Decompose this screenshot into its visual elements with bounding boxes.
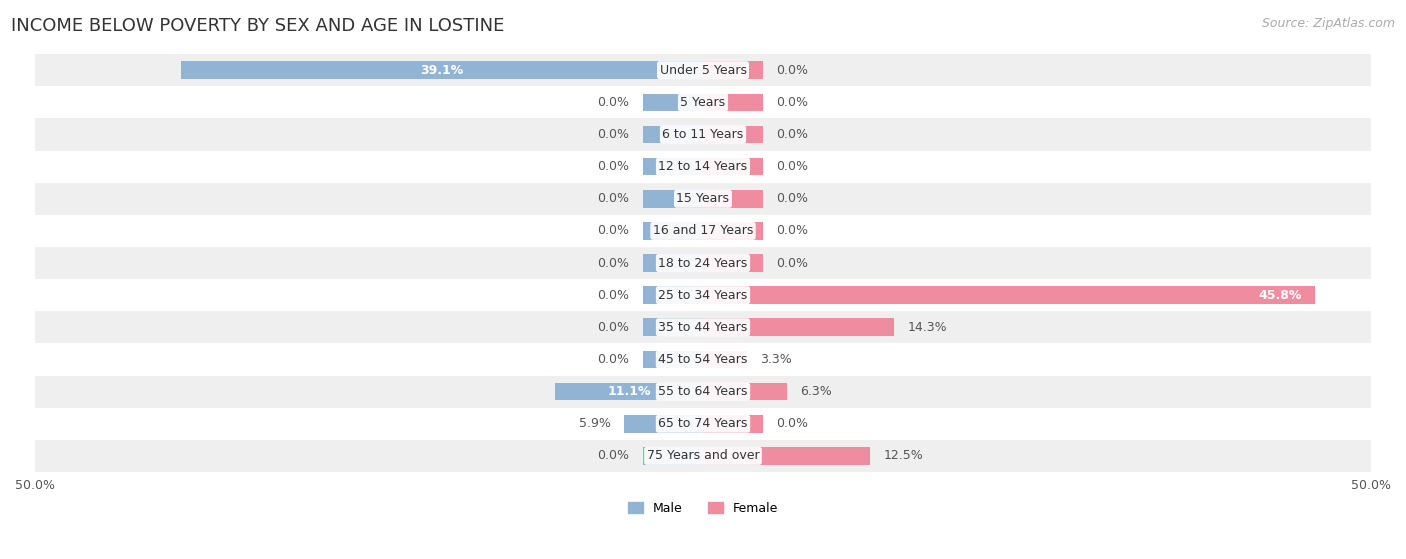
Bar	[0, 247, 1406, 279]
Text: 65 to 74 Years: 65 to 74 Years	[658, 417, 748, 430]
Text: 0.0%: 0.0%	[598, 224, 630, 238]
Bar	[643, 126, 703, 143]
Bar	[0, 376, 1406, 408]
Bar	[703, 286, 1315, 304]
Text: Under 5 Years: Under 5 Years	[659, 64, 747, 77]
Bar	[0, 343, 1406, 376]
Bar	[643, 350, 703, 368]
Bar	[703, 190, 763, 207]
Bar	[703, 158, 763, 176]
Text: 5 Years: 5 Years	[681, 96, 725, 109]
Text: 15 Years: 15 Years	[676, 192, 730, 205]
Bar	[0, 279, 1406, 311]
Bar	[703, 61, 763, 79]
Bar	[0, 86, 1406, 119]
Text: 14.3%: 14.3%	[907, 321, 948, 334]
Text: 0.0%: 0.0%	[776, 417, 808, 430]
Bar	[643, 158, 703, 176]
Bar	[643, 222, 703, 240]
Bar	[703, 93, 763, 111]
Bar	[0, 54, 1406, 86]
Text: 12 to 14 Years: 12 to 14 Years	[658, 160, 748, 173]
Text: 0.0%: 0.0%	[776, 96, 808, 109]
Text: 0.0%: 0.0%	[598, 321, 630, 334]
Bar	[703, 126, 763, 143]
Text: 3.3%: 3.3%	[761, 353, 792, 366]
Text: 45 to 54 Years: 45 to 54 Years	[658, 353, 748, 366]
Text: 0.0%: 0.0%	[776, 257, 808, 269]
Text: 25 to 34 Years: 25 to 34 Years	[658, 288, 748, 302]
Bar	[643, 254, 703, 272]
Text: 55 to 64 Years: 55 to 64 Years	[658, 385, 748, 398]
Text: 0.0%: 0.0%	[598, 160, 630, 173]
Text: 5.9%: 5.9%	[579, 417, 610, 430]
Text: 0.0%: 0.0%	[776, 160, 808, 173]
Bar	[643, 286, 703, 304]
Bar	[624, 415, 703, 433]
Text: 0.0%: 0.0%	[776, 192, 808, 205]
Text: 0.0%: 0.0%	[598, 288, 630, 302]
Text: 0.0%: 0.0%	[598, 257, 630, 269]
Bar	[703, 415, 763, 433]
Text: 18 to 24 Years: 18 to 24 Years	[658, 257, 748, 269]
Bar	[703, 254, 763, 272]
Text: 0.0%: 0.0%	[776, 224, 808, 238]
Bar	[643, 319, 703, 336]
Text: 0.0%: 0.0%	[776, 64, 808, 77]
Text: 0.0%: 0.0%	[598, 353, 630, 366]
Text: 11.1%: 11.1%	[607, 385, 651, 398]
Text: 16 and 17 Years: 16 and 17 Years	[652, 224, 754, 238]
Bar	[703, 222, 763, 240]
Bar	[703, 319, 894, 336]
Text: 0.0%: 0.0%	[598, 96, 630, 109]
Bar	[703, 447, 870, 465]
Text: 35 to 44 Years: 35 to 44 Years	[658, 321, 748, 334]
Bar	[643, 93, 703, 111]
Text: 39.1%: 39.1%	[420, 64, 464, 77]
Text: 12.5%: 12.5%	[883, 449, 924, 462]
Text: 0.0%: 0.0%	[598, 449, 630, 462]
Text: INCOME BELOW POVERTY BY SEX AND AGE IN LOSTINE: INCOME BELOW POVERTY BY SEX AND AGE IN L…	[11, 17, 505, 35]
Bar	[0, 215, 1406, 247]
Bar	[643, 447, 703, 465]
Text: 6 to 11 Years: 6 to 11 Years	[662, 128, 744, 141]
Text: 0.0%: 0.0%	[776, 128, 808, 141]
Text: 6.3%: 6.3%	[800, 385, 832, 398]
Bar	[703, 350, 747, 368]
Text: Source: ZipAtlas.com: Source: ZipAtlas.com	[1261, 17, 1395, 30]
Bar	[643, 190, 703, 207]
Text: 0.0%: 0.0%	[598, 192, 630, 205]
Bar	[0, 150, 1406, 183]
Bar	[0, 408, 1406, 440]
Bar	[703, 383, 787, 400]
Bar	[0, 119, 1406, 150]
Legend: Male, Female: Male, Female	[623, 497, 783, 520]
Bar	[0, 440, 1406, 472]
Text: 75 Years and over: 75 Years and over	[647, 449, 759, 462]
Bar	[0, 183, 1406, 215]
Bar	[0, 311, 1406, 343]
Text: 45.8%: 45.8%	[1258, 288, 1302, 302]
Bar	[555, 383, 703, 400]
Text: 0.0%: 0.0%	[598, 128, 630, 141]
Bar	[180, 61, 703, 79]
